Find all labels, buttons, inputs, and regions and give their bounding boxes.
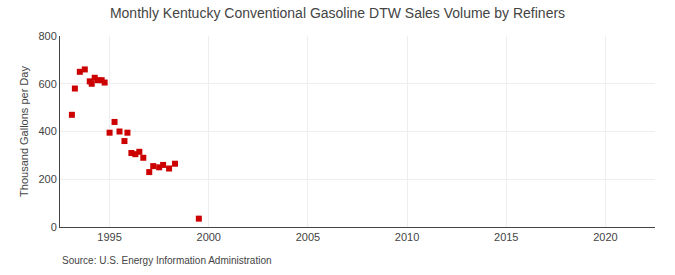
svg-text:Source: U.S. Energy Informatio: Source: U.S. Energy Information Administ… xyxy=(62,255,272,266)
svg-text:2000: 2000 xyxy=(197,231,221,243)
svg-text:0: 0 xyxy=(51,221,57,233)
svg-text:800: 800 xyxy=(38,30,56,42)
svg-text:1995: 1995 xyxy=(97,231,121,243)
svg-text:400: 400 xyxy=(38,125,56,137)
svg-text:2015: 2015 xyxy=(494,231,518,243)
svg-text:Thousand Gallons per Day: Thousand Gallons per Day xyxy=(18,66,30,197)
svg-text:Monthly Kentucky Conventional: Monthly Kentucky Conventional Gasoline D… xyxy=(110,5,565,21)
svg-text:2005: 2005 xyxy=(296,231,320,243)
svg-text:600: 600 xyxy=(38,78,56,90)
svg-text:200: 200 xyxy=(38,173,56,185)
svg-text:2010: 2010 xyxy=(395,231,419,243)
svg-text:2020: 2020 xyxy=(593,231,617,243)
